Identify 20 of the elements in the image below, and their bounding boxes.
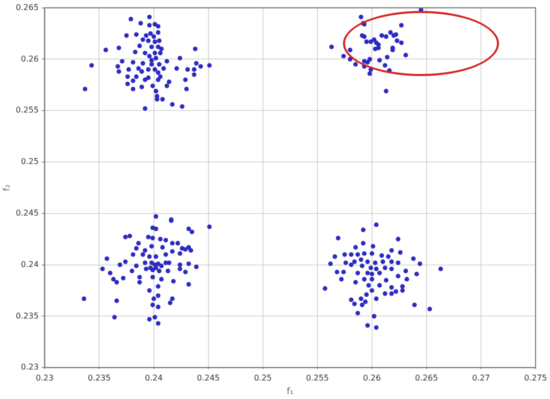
x-tick-label: 0.235: [88, 373, 111, 382]
y-tick-label: 0.24: [20, 260, 39, 269]
y-tick-label: 0.245: [16, 208, 39, 218]
y-tick-label: 0.235: [16, 311, 39, 320]
y-tick-label: 0.23: [20, 362, 39, 372]
y-tick-label: 0.255: [16, 106, 39, 115]
y-tick-label: 0.265: [16, 2, 39, 12]
y-tick-label: 0.25: [20, 157, 39, 166]
x-tick-label: 0.255: [306, 373, 329, 382]
x-tick-label: 0.275: [524, 373, 547, 382]
x-tick-label: 0.23: [36, 373, 54, 382]
x-axis-title: f₁: [286, 386, 294, 397]
y-axis-title: f₂: [2, 184, 13, 192]
x-tick-label: 0.265: [415, 373, 438, 382]
x-tick-label: 0.25: [254, 373, 272, 382]
x-tick-label: 0.245: [196, 373, 220, 382]
x-tick-label: 0.24: [144, 373, 163, 382]
x-tick-label: 0.27: [472, 373, 490, 382]
x-tick-label: 0.26: [363, 373, 381, 382]
y-tick-label: 0.26: [20, 54, 39, 64]
